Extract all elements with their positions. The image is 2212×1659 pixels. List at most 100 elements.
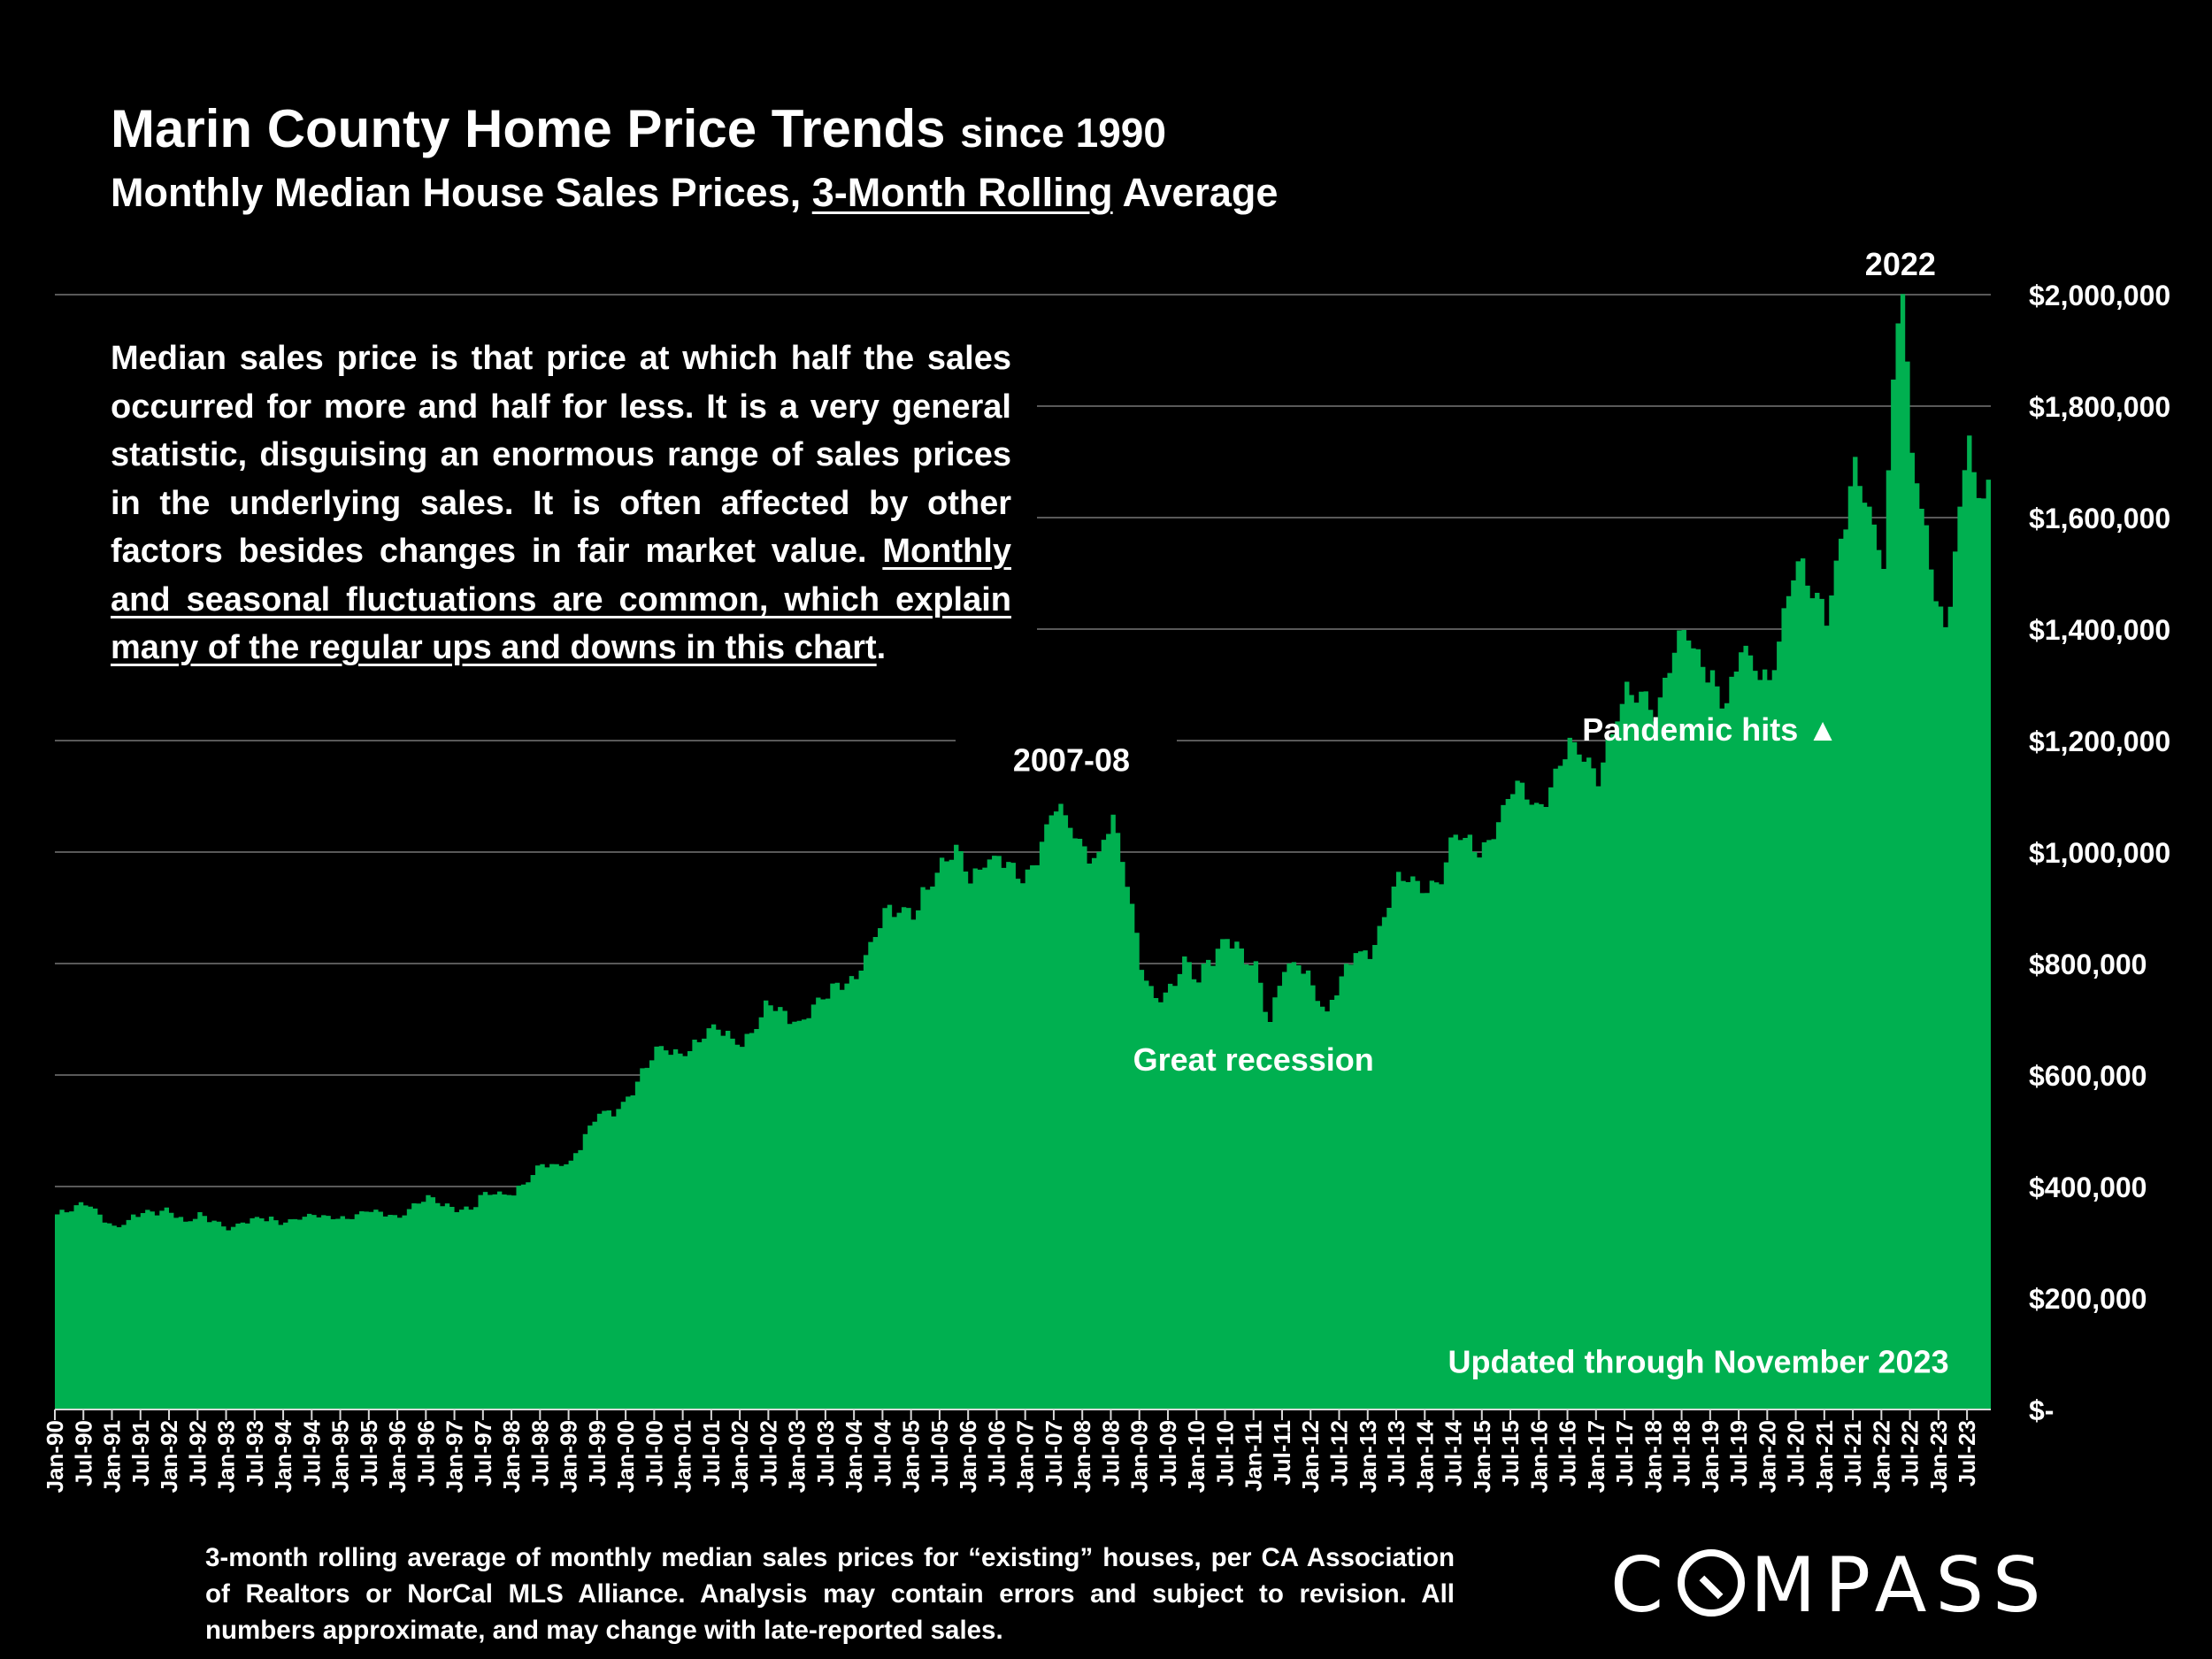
x-tick-label: Jul-90 (70, 1420, 96, 1486)
y-tick-label: $1,200,000 (2029, 726, 2170, 757)
title-block: Marin County Home Price Trends since 199… (111, 97, 1278, 221)
x-tick-label: Jan-09 (1126, 1420, 1153, 1493)
x-tick-label: Jan-12 (1297, 1420, 1324, 1493)
x-tick-label: Jan-23 (1925, 1420, 1952, 1493)
x-tick-label: Jan-01 (670, 1420, 696, 1493)
annotation-backdrop (956, 739, 1177, 792)
x-tick-label: Jul-11 (1269, 1420, 1295, 1486)
x-tick-label: Jul-06 (983, 1420, 1010, 1486)
x-tick-label: Jan-18 (1640, 1420, 1666, 1493)
chart-subtitle-pre: Monthly Median House Sales Prices, (111, 170, 812, 215)
description-underlined: Monthly and seasonal fluctuations are co… (111, 533, 1011, 666)
x-tick-label: Jan-98 (498, 1420, 525, 1493)
logo-text-start: C (1610, 1541, 1673, 1630)
y-tick-label: $800,000 (2029, 949, 2147, 980)
description-end: . (876, 629, 887, 666)
x-tick-label: Jan-05 (898, 1420, 925, 1493)
x-tick-label: Jul-23 (1954, 1420, 1980, 1486)
annotation-2007-08: 2007-08 (1013, 741, 1130, 778)
y-tick-label: $200,000 (2029, 1283, 2147, 1315)
y-tick-label: $2,000,000 (2029, 280, 2170, 311)
x-tick-label: Jul-03 (812, 1420, 839, 1486)
price-area-series (55, 294, 1991, 1409)
x-tick-label: Jul-12 (1325, 1420, 1352, 1486)
x-tick-label: Jan-22 (1868, 1420, 1894, 1493)
y-tick-label: $- (2029, 1394, 2054, 1426)
x-tick-label: Jan-10 (1183, 1420, 1210, 1493)
x-tick-label: Jul-04 (869, 1419, 895, 1486)
chart-subtitle-post: Average (1112, 170, 1279, 215)
x-tick-label: Jan-16 (1525, 1420, 1552, 1493)
x-tick-label: Jul-18 (1669, 1420, 1695, 1486)
x-tick-label: Jul-07 (1041, 1420, 1067, 1486)
x-axis-tick-labels: Jan-90 Jul-90 Jan-91 Jul-91 Jan-92 Jul-92 Jan-… (42, 1409, 1991, 1493)
x-tick-label: Jul-95 (356, 1420, 382, 1486)
x-tick-label: Jul-16 (1555, 1420, 1581, 1486)
x-tick-label: Jul-10 (1211, 1420, 1238, 1486)
x-tick-label: Jan-20 (1754, 1420, 1780, 1493)
x-tick-label: Jan-13 (1355, 1420, 1381, 1493)
chart-title-suffix: since 1990 (960, 110, 1166, 156)
x-tick-label: Jul-02 (755, 1420, 781, 1486)
x-tick-label: Jul-20 (1783, 1420, 1809, 1486)
logo-text-end: MPASS (1750, 1541, 2050, 1630)
description-backdrop (55, 330, 1037, 675)
x-tick-label: Jul-21 (1839, 1420, 1866, 1486)
x-tick-label: Jan-02 (726, 1420, 753, 1493)
x-tick-label: Jul-97 (470, 1420, 496, 1486)
x-tick-label: Jan-11 (1240, 1420, 1267, 1492)
x-tick-label: Jul-05 (926, 1420, 953, 1486)
chart-annotations: 2022 2007-08 Pandemic hits ▲ Great recessio… (55, 246, 1949, 1380)
x-tick-label: Jan-06 (955, 1420, 981, 1493)
x-tick-label: Jan-14 (1411, 1419, 1438, 1493)
x-tick-label: Jan-04 (841, 1419, 867, 1493)
x-tick-label: Jul-19 (1725, 1420, 1752, 1486)
x-tick-label: Jan-17 (1583, 1420, 1609, 1493)
x-tick-label: Jan-90 (42, 1420, 68, 1493)
x-tick-label: Jan-15 (1469, 1420, 1495, 1493)
compass-logo: C MPASS (1610, 1541, 2050, 1630)
x-tick-label: Jul-93 (242, 1420, 268, 1486)
compass-o-icon (1678, 1549, 1746, 1617)
y-tick-label: $1,400,000 (2029, 614, 2170, 646)
x-tick-label: Jan-91 (99, 1420, 126, 1493)
annotation-great-recession: Great recession (1133, 1041, 1374, 1078)
chart-subtitle: Monthly Median House Sales Prices, 3-Mon… (111, 165, 1278, 221)
description-text: Median sales price is that price at whic… (111, 334, 1011, 672)
x-tick-label: Jul-92 (184, 1420, 211, 1486)
x-tick-label: Jan-07 (1012, 1420, 1039, 1493)
x-tick-label: Jan-95 (327, 1420, 354, 1493)
chart-title: Marin County Home Price Trends since 199… (111, 97, 1278, 165)
y-tick-label: $600,000 (2029, 1060, 2147, 1092)
x-tick-label: Jul-94 (298, 1419, 325, 1486)
x-tick-label: Jul-08 (1097, 1420, 1124, 1486)
x-tick-label: Jan-00 (612, 1420, 639, 1493)
x-tick-label: Jul-17 (1611, 1420, 1638, 1486)
x-tick-label: Jul-96 (412, 1420, 439, 1486)
x-tick-label: Jan-97 (442, 1420, 468, 1493)
x-tick-label: Jan-94 (270, 1419, 296, 1493)
x-tick-label: Jan-08 (1069, 1420, 1095, 1493)
annotation-pandemic: Pandemic hits ▲ (1582, 711, 1839, 748)
description-plain: Median sales price is that price at whic… (111, 340, 1011, 570)
x-tick-label: Jul-01 (698, 1420, 725, 1486)
chart-title-text: Marin County Home Price Trends (111, 99, 946, 158)
annotation-2022: 2022 (1865, 246, 1936, 282)
x-tick-label: Jan-92 (156, 1420, 182, 1493)
x-tick-label: Jul-99 (584, 1420, 611, 1486)
x-tick-label: Jan-93 (213, 1420, 240, 1493)
x-tick-label: Jul-22 (1897, 1420, 1924, 1486)
x-tick-label: Jan-96 (384, 1420, 411, 1493)
x-tick-label: Jul-14 (1440, 1419, 1467, 1486)
x-tick-label: Jan-19 (1697, 1420, 1724, 1493)
x-tick-label: Jul-91 (127, 1420, 154, 1486)
x-tick-label: Jan-99 (556, 1420, 582, 1493)
x-tick-label: Jul-00 (641, 1420, 667, 1486)
y-tick-label: $400,000 (2029, 1171, 2147, 1203)
y-tick-label: $1,600,000 (2029, 503, 2170, 534)
chart-subtitle-underlined: 3-Month Rolling (811, 170, 1113, 215)
annotation-updated: Updated through November 2023 (1448, 1344, 1949, 1380)
footnote: 3-month rolling average of monthly media… (205, 1543, 1455, 1645)
x-tick-label: Jan-03 (784, 1420, 810, 1493)
